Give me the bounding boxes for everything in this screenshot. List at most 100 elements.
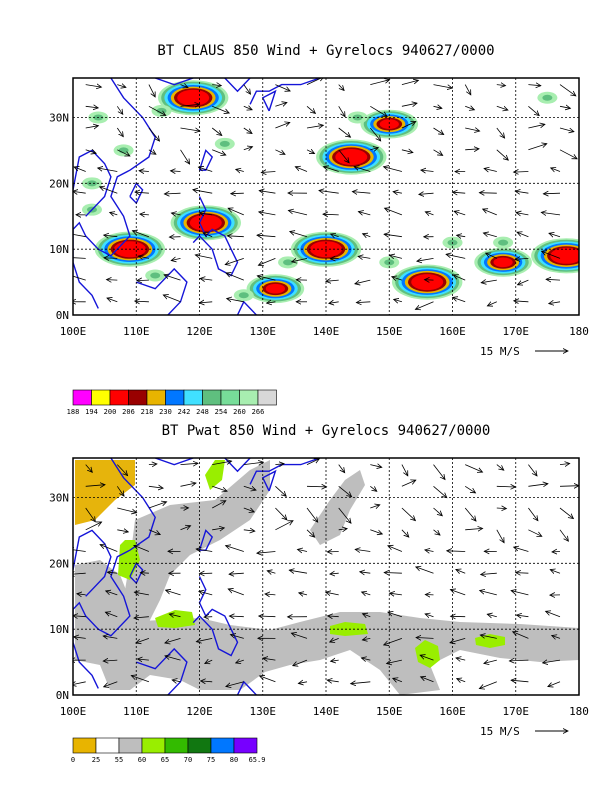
colorbar-swatch (146, 389, 166, 406)
wind-vector (516, 573, 529, 574)
wind-vector (85, 106, 99, 108)
wind-vector (117, 464, 127, 476)
y-tick-label: 0N (56, 309, 69, 322)
wind-vector (401, 464, 408, 476)
wind-vector (549, 302, 561, 304)
wind-vector (107, 280, 118, 281)
wind-vector (546, 611, 561, 618)
wind-vector (117, 530, 128, 532)
wind-vector (148, 529, 160, 535)
wind-vector (370, 80, 389, 85)
colorbar-label: 206 (122, 408, 135, 416)
wind-vector (243, 462, 264, 464)
wind-vector (226, 546, 244, 552)
wind-vector (165, 656, 181, 661)
wind-vector (225, 258, 244, 264)
wind-vector (259, 212, 276, 215)
wind-vector (480, 591, 497, 596)
colorbar-label: 200 (104, 408, 117, 416)
colorbar-label: 55 (115, 756, 123, 764)
wind-vector (148, 502, 167, 509)
wind-vector (199, 213, 213, 215)
wind-vector (200, 279, 213, 281)
wind-vector (358, 212, 371, 215)
colorbar-label: 230 (159, 408, 172, 416)
wind-vector (275, 122, 289, 129)
colorbar-swatch (72, 389, 92, 406)
y-tick-label: 10N (49, 243, 69, 256)
wind-vector (275, 103, 287, 107)
wind-vector (148, 486, 163, 488)
wind-vector (483, 233, 497, 238)
wind-vector (73, 616, 86, 617)
x-tick-label: 100E (60, 705, 87, 718)
wind-vector (496, 127, 505, 138)
wind-vector (559, 106, 570, 108)
wind-vector (148, 127, 160, 141)
wind-vector (105, 612, 118, 618)
y-tick-label: 10N (49, 623, 69, 636)
x-tick-label: 150E (376, 325, 403, 338)
wind-vector (180, 526, 191, 531)
cloud-contour (498, 239, 509, 246)
y-tick-label: 20N (49, 557, 69, 570)
colorbar-label: 25 (92, 756, 100, 764)
colorbar-label: 60 (138, 756, 146, 764)
colorbar-label: 254 (215, 408, 228, 416)
wind-vector (73, 257, 86, 259)
wind-vector (134, 545, 150, 552)
y-tick-label: 0N (56, 689, 69, 702)
wind-vector (171, 171, 181, 172)
colorbar-label: 188 (67, 408, 80, 416)
wind-vector (243, 106, 252, 110)
wind-vector (419, 193, 434, 194)
wind-vector (401, 122, 416, 129)
wind-vector (85, 522, 102, 531)
wind-vector (85, 150, 96, 154)
wind-vector (289, 570, 308, 573)
wind-vector (104, 235, 118, 237)
wind-vector (275, 507, 287, 520)
wind-vector (236, 169, 244, 171)
wind-vector (401, 507, 416, 521)
wind-vector (528, 507, 538, 521)
colorbar-label: 266 (252, 408, 265, 416)
wind-vector (456, 658, 466, 660)
coastline-path (154, 78, 194, 86)
wind-vector (453, 192, 466, 193)
wind-vector (180, 483, 197, 486)
wind-vector (106, 591, 118, 596)
wind-vector (454, 211, 466, 215)
colorbar-label: 218 (141, 408, 154, 416)
x-tick-label: 150E (376, 705, 403, 718)
wind-vector (420, 655, 434, 661)
wind-vector (263, 658, 276, 660)
wind-vector (511, 680, 529, 682)
wind-vector (338, 149, 349, 163)
wind-vector (163, 295, 181, 303)
wind-vector (267, 302, 276, 303)
wind-vector (116, 486, 124, 496)
coastline-path (261, 469, 277, 492)
wind-vector (487, 614, 497, 617)
cloud-contour (542, 94, 553, 101)
cloud-contour (86, 180, 97, 187)
coastline-path (73, 529, 112, 597)
wind-vector (550, 570, 561, 574)
colorbar-swatch (72, 737, 97, 754)
wind-vector (393, 678, 403, 682)
wind-vector (401, 103, 417, 106)
colorbar-label: 248 (196, 408, 209, 416)
wind-vector (258, 258, 276, 265)
wind-vector (257, 552, 276, 554)
wind-vector (103, 660, 118, 661)
wind-vector (231, 635, 244, 639)
wind-vector (298, 682, 308, 684)
cloud-contour (199, 219, 213, 226)
wind-vector (306, 125, 323, 128)
wind-vector (298, 549, 308, 551)
wind-vector (107, 572, 118, 573)
wind-vector (291, 633, 308, 639)
wind-vector (85, 85, 102, 88)
wind-vector (199, 591, 213, 595)
